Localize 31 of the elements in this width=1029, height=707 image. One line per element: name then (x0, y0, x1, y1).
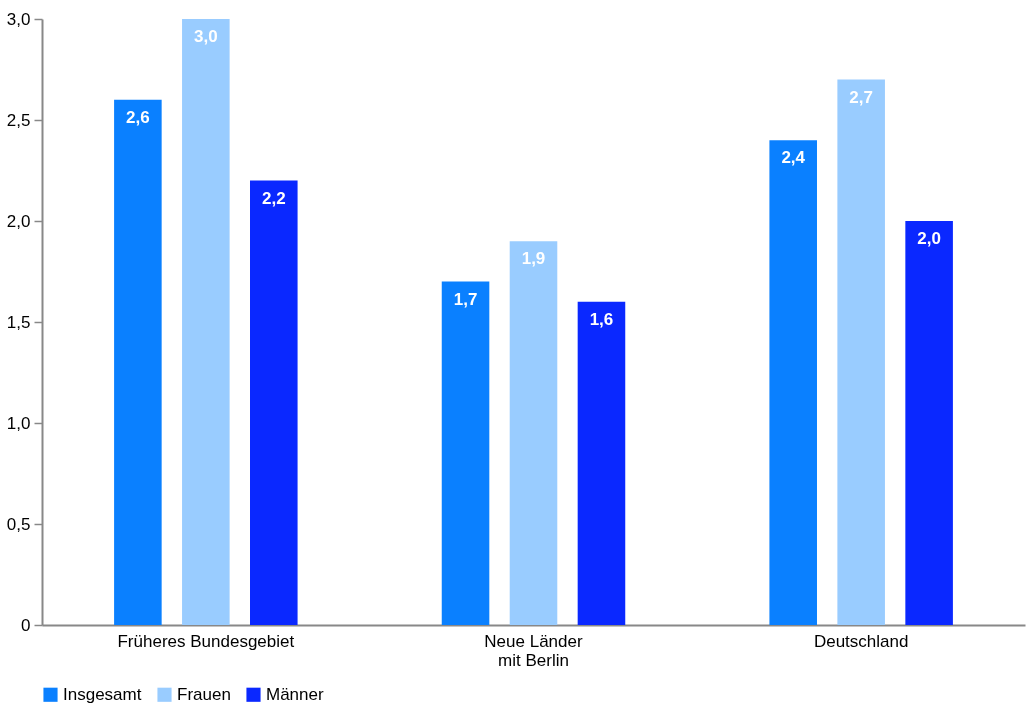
y-tick-label: 1,0 (6, 413, 31, 433)
data-label: 2,4 (781, 148, 806, 168)
y-tick-label: 2,5 (6, 110, 31, 130)
bar (769, 140, 817, 625)
x-tick-label: Deutschland (813, 631, 909, 651)
legend-label: Insgesamt (63, 684, 142, 704)
legend-label: Männer (266, 684, 324, 704)
bar (250, 180, 298, 625)
data-label: 2,7 (849, 87, 873, 107)
bar (509, 241, 558, 625)
y-tick-label: 2,0 (6, 211, 31, 231)
y-tick-label: 3,0 (6, 9, 31, 29)
bar (577, 301, 626, 625)
bar (182, 19, 230, 625)
bar (905, 221, 953, 625)
y-tick-label: 0,5 (6, 514, 31, 534)
x-tick-label: Früheres Bundesgebiet (117, 631, 295, 651)
data-label: 2,6 (126, 107, 150, 127)
data-label: 1,9 (521, 249, 546, 269)
y-tick-label: 1,5 (6, 312, 31, 332)
x-tick-label: Neue Länder mit Berlin (484, 631, 583, 670)
data-label: 1,6 (589, 309, 614, 329)
data-label: 1,7 (453, 289, 478, 309)
data-label: 2,0 (917, 229, 941, 248)
bar (114, 99, 162, 625)
y-tick-label: 0 (21, 615, 31, 635)
data-label: 3,0 (194, 27, 218, 46)
data-label: 2,2 (261, 188, 286, 208)
legend-label: Frauen (177, 684, 231, 704)
bar (441, 281, 490, 625)
bar (837, 79, 885, 625)
